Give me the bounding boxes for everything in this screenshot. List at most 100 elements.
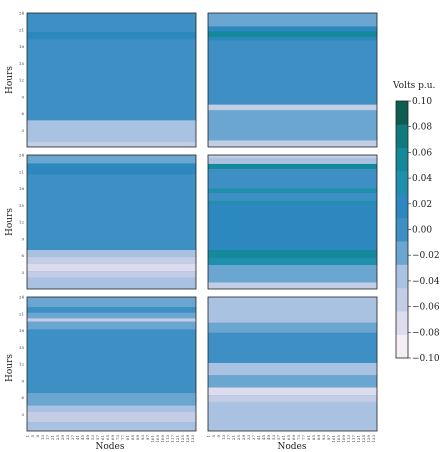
x-tick-label: 93 [321, 435, 326, 441]
x-tick-label: 61 [100, 435, 105, 440]
colorbar-tick-label: 0.06 [412, 148, 432, 158]
contour-band [208, 375, 377, 388]
y-tick-label: 9 [21, 94, 24, 99]
y-tick-label: 21 [19, 311, 24, 316]
colorbar-segment [396, 217, 408, 242]
contour-band [208, 264, 377, 283]
contour-band [208, 13, 377, 27]
contour-band [208, 282, 377, 289]
x-tick-label: 21 [50, 435, 55, 440]
colorbar-segment [396, 264, 408, 289]
x-tick-label: 25 [55, 435, 60, 441]
x-tick-label: 45 [80, 435, 85, 441]
contour-band [208, 140, 377, 147]
x-tick-label: 85 [130, 435, 135, 441]
contour-band [27, 422, 196, 431]
colorbar-tick-label: 0.04 [412, 174, 432, 184]
y-tick-label: 21 [19, 27, 24, 32]
colorbar-title: Volts p.u. [392, 81, 435, 91]
x-tick-label: 101 [150, 435, 155, 443]
x-tick-label: 121 [356, 435, 361, 443]
ylabel-top: Hours [5, 66, 15, 94]
x-tick-label: 45 [261, 435, 266, 441]
contour-band [208, 110, 377, 141]
contour-band [27, 263, 196, 272]
contour-band [208, 297, 377, 323]
x-tick-label: 77 [301, 435, 306, 441]
contour-band [27, 318, 196, 322]
x-tick-label: 5 [30, 435, 35, 438]
x-tick-label: 5 [211, 435, 216, 438]
x-tick-label: 125 [180, 435, 185, 443]
contour-panels: 3691215182124369121518212436912151821241… [19, 11, 378, 443]
y-tick-label: 6 [21, 395, 24, 400]
x-tick-label: 65 [286, 435, 291, 441]
y-tick-label: 18 [19, 44, 25, 49]
y-tick-label: 3 [21, 270, 24, 275]
colorbar-segment [396, 334, 408, 359]
panel-frame [26, 154, 197, 290]
panel-top-right [207, 12, 378, 148]
x-tick-label: 133 [371, 435, 376, 443]
contour-band [208, 155, 377, 159]
x-tick-label: 125 [361, 435, 366, 443]
colorbar-tick-label: 0.10 [412, 97, 432, 107]
colorbar-tick-label: −0.06 [412, 303, 440, 313]
x-tick-label: 69 [110, 435, 115, 441]
x-tick-label: 1 [25, 435, 30, 438]
x-tick-label: 37 [70, 435, 75, 441]
panel-mid-left: 3 6 9 12 15 18 21 24 [19, 153, 197, 290]
contour-band [27, 31, 196, 40]
contour-band [27, 307, 196, 313]
colorbar-segments [395, 100, 409, 359]
panel-bottom-right: 1 5 9 13 17 21 25 29 33 37 41 45 49 53 57 61 65 69 73 77 81 8… [206, 296, 378, 443]
panel-frame [207, 12, 378, 148]
colorbar-tick-label: −0.04 [412, 277, 440, 287]
y-tick-label: 24 [19, 11, 25, 16]
panel-frame [26, 12, 197, 148]
x-tick-label: 49 [85, 435, 90, 441]
x-tick-label: 129 [185, 435, 190, 443]
x-tick-label: 65 [105, 435, 110, 441]
x-tick-label: 41 [256, 435, 261, 440]
contour-band [208, 200, 377, 205]
y-tick-label: 24 [19, 295, 25, 300]
y-tick-label: 15 [19, 203, 25, 208]
x-tick-label: 21 [231, 435, 236, 440]
y-tick-label: 12 [19, 78, 25, 83]
x-tick-label: 49 [266, 435, 271, 441]
contour-band [208, 192, 377, 201]
contour-band [27, 174, 196, 250]
x-tick-label: 121 [175, 435, 180, 443]
y-tick-label: 24 [19, 153, 25, 158]
contour-band [27, 412, 196, 423]
contour-band [27, 271, 196, 278]
x-tick-label: 89 [135, 435, 140, 441]
y-tick-label: 3 [21, 412, 24, 417]
x-tick-label: 41 [75, 435, 80, 440]
colorbar-segment [396, 194, 408, 219]
x-tick-label: 97 [326, 435, 331, 441]
x-tick-label: 57 [95, 435, 100, 441]
x-tick-label: 113 [165, 435, 170, 443]
ylabel-middle: Hours [5, 208, 15, 236]
colorbar-tick-label: −0.10 [412, 354, 440, 364]
x-tick-label: 89 [316, 435, 321, 441]
y-tick-label: 12 [19, 362, 25, 367]
colorbar-segment [396, 147, 408, 172]
x-tick-label: 81 [306, 435, 311, 440]
panel-frame [207, 296, 378, 432]
x-tick-label: 109 [341, 435, 346, 443]
y-tick-label: 15 [19, 61, 25, 66]
panel-mid-right [207, 154, 378, 290]
x-tick-label: 29 [60, 435, 65, 441]
x-tick-label: 17 [45, 435, 50, 441]
contour-band [27, 312, 196, 319]
panel-frame [207, 154, 378, 290]
ylabel-bottom: Hours [5, 354, 15, 382]
x-tick-label: 53 [271, 435, 276, 441]
contour-band [208, 332, 377, 363]
x-tick-label: 81 [125, 435, 130, 440]
xlabel-left: Nodes [96, 442, 125, 452]
